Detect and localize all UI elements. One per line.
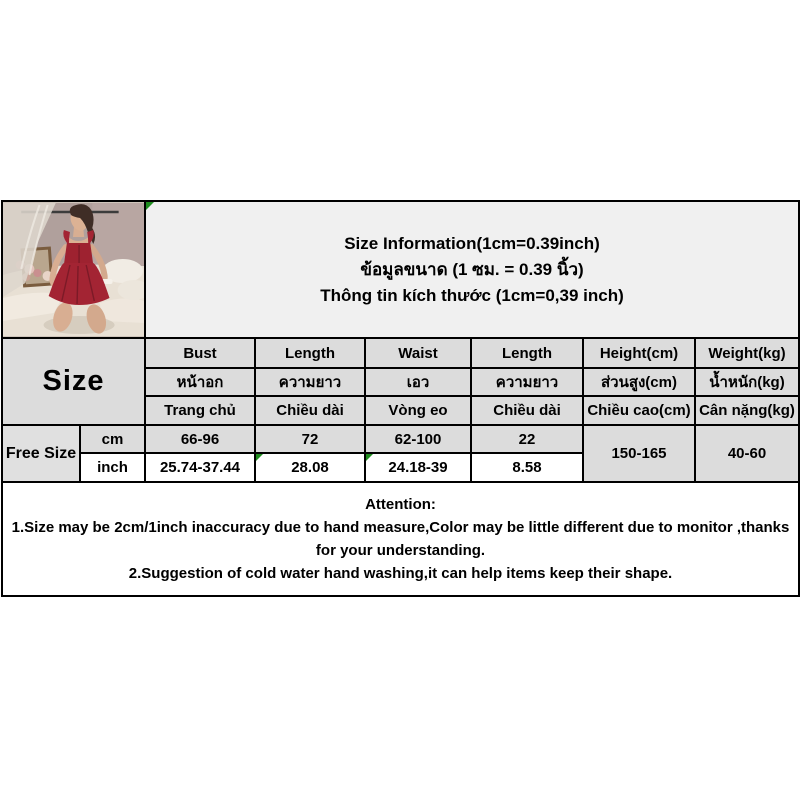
cell-weight: 40-60 [694,424,800,483]
cell-bust-inch: 25.74-37.44 [144,452,256,483]
pillow [117,280,143,300]
size-information-title: Size Information(1cm=0.39inch) ข้อมูลขนา… [144,200,800,339]
col-header-length-th: ความยาว [254,367,366,397]
col-header-weight-th: น้ำหนัก(kg) [694,367,800,397]
green-flag-icon [257,455,263,461]
dress-strap [63,230,70,243]
cell-length2-inch: 8.58 [470,452,584,483]
col-header-length2-vi: Chiều dài [470,395,584,426]
dress-strap [87,230,94,243]
col-header-weight-vi: Cân nặng(kg) [694,395,800,426]
unit-inch: inch [79,452,146,483]
col-header-bust-vi: Trang chủ [144,395,256,426]
green-flag-icon [367,455,373,461]
cell-height: 150-165 [582,424,696,483]
size-chart-sheet: Size Information(1cm=0.39inch) ข้อมูลขนา… [1,200,800,597]
free-size-label: Free Size [1,424,81,483]
cell-length-inch: 28.08 [254,452,366,483]
woman-figure [48,204,113,334]
cell-bust-cm: 66-96 [144,424,256,454]
cell-waist-cm: 62-100 [364,424,472,454]
chest [66,236,91,245]
title-vietnamese: Thông tin kích thước (1cm=0,39 inch) [320,285,624,305]
col-header-height-vi: Chiều cao(cm) [582,395,696,426]
title-english: Size Information(1cm=0.39inch) [344,233,600,253]
col-header-length-en: Length [254,337,366,369]
product-image-cell [1,200,146,339]
attention-heading: Attention: [365,496,436,513]
col-header-bust-en: Bust [144,337,256,369]
product-photo [4,203,143,336]
title-thai: ข้อมูลขนาด (1 ซม. = 0.39 นิ้ว) [360,259,584,279]
dress-pleats [61,245,95,305]
canopy [4,203,56,297]
pillow [102,259,143,283]
attention-note: Attention: 1.Size may be 2cm/1inch inacc… [1,481,800,597]
col-header-bust-th: หน้าอก [144,367,256,397]
cell-length-cm: 72 [254,424,366,454]
size-header: Size [1,337,146,426]
col-header-height-th: ส่วนสูง(cm) [582,367,696,397]
col-header-waist-vi: Vòng eo [364,395,472,426]
attention-line-2: 2.Suggestion of cold water hand washing,… [128,565,673,582]
col-header-length-vi: Chiều dài [254,395,366,426]
unit-cm: cm [79,424,146,454]
col-header-length2-th: ความยาว [470,367,584,397]
size-table: Size Information(1cm=0.39inch) ข้อมูลขนา… [1,200,800,597]
col-header-waist-en: Waist [364,337,472,369]
col-header-length2-en: Length [470,337,584,369]
cell-length2-cm: 22 [470,424,584,454]
green-flag-icon [147,203,154,210]
col-header-height-en: Height(cm) [582,337,696,369]
attention-line-1: 1.Size may be 2cm/1inch inaccuracy due t… [11,519,790,559]
col-header-weight-en: Weight(kg) [694,337,800,369]
cell-waist-inch: 24.18-39 [364,452,472,483]
col-header-waist-th: เอว [364,367,472,397]
